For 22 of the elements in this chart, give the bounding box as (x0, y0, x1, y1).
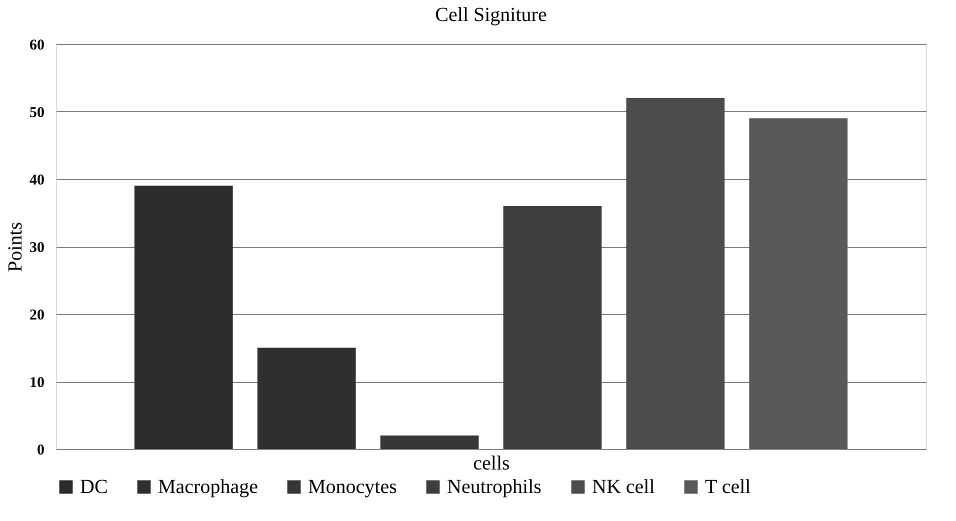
bar (503, 206, 602, 449)
y-tick-label: 20 (30, 308, 44, 324)
y-tick-label: 30 (30, 240, 44, 256)
bar (134, 186, 233, 449)
bar (626, 98, 725, 449)
legend-label: DC (80, 476, 108, 498)
legend-label: T cell (705, 476, 752, 498)
legend-label: Neutrophils (447, 476, 542, 498)
y-tick-label: 0 (37, 442, 44, 458)
y-tick-label: 10 (30, 375, 44, 391)
legend-label: Monocytes (308, 476, 398, 498)
x-axis-title: cells (473, 452, 510, 474)
legend-label: Macrophage (158, 476, 258, 498)
y-axis-title: Points (4, 222, 26, 272)
bar (380, 436, 479, 449)
legend-label: NK cell (592, 476, 656, 498)
bar (257, 348, 356, 449)
y-tick-label: 60 (30, 38, 44, 54)
chart-title: Cell Signiture (435, 4, 547, 26)
y-tick-label: 40 (30, 172, 44, 188)
y-tick-label: 50 (30, 105, 44, 121)
bar (749, 118, 848, 449)
